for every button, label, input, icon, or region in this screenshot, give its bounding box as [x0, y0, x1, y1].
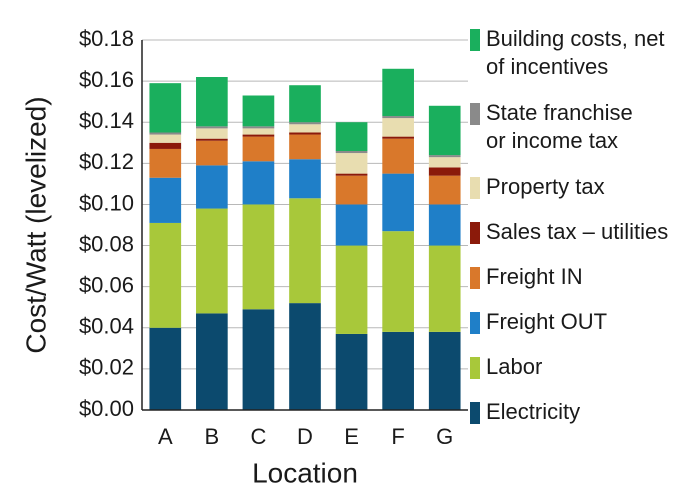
bar-segment: [428, 245, 461, 332]
bar-segment: [242, 309, 275, 410]
bar-segment: [196, 165, 228, 209]
x-tick-label: D: [297, 424, 313, 449]
legend-swatch: [470, 222, 480, 244]
bar-segment: [149, 327, 182, 410]
y-tick-label: $0.12: [79, 149, 134, 174]
x-axis-title: Location: [252, 457, 358, 488]
bar-segment: [149, 148, 182, 178]
x-tick-label: C: [250, 424, 266, 449]
bar-segment: [428, 175, 461, 205]
bar-segment: [335, 122, 368, 151]
legend-label: Freight IN: [486, 264, 583, 289]
bar-segment: [196, 126, 228, 129]
x-tick-label: G: [436, 424, 453, 449]
bar-segment: [335, 333, 368, 410]
bar-segment: [242, 161, 275, 205]
bar-segment: [335, 175, 368, 205]
bar-segment: [335, 204, 368, 246]
legend-swatch: [470, 312, 480, 334]
bar-segment: [382, 136, 414, 139]
y-tick-label: $0.02: [79, 355, 134, 380]
bar-segment: [335, 173, 368, 176]
bar-segment: [382, 331, 414, 410]
legend-label: Sales tax – utilities: [486, 219, 668, 244]
bar-segment: [242, 95, 275, 127]
bar-segment: [428, 331, 461, 410]
bar-segment: [335, 153, 368, 174]
y-tick-label: $0.18: [79, 26, 134, 51]
bar-segment: [242, 134, 275, 137]
bar-segment: [289, 303, 321, 410]
bar-segment: [335, 245, 368, 334]
bar-segment: [149, 132, 182, 135]
y-tick-label: $0.00: [79, 396, 134, 421]
bar-segment: [382, 68, 414, 117]
legend-swatch: [470, 103, 480, 125]
y-tick-label: $0.16: [79, 67, 134, 92]
legend-label: State franchise or income tax: [486, 100, 633, 153]
bar-segment: [428, 167, 461, 176]
bar-segment: [149, 222, 182, 328]
bar-segment: [382, 231, 414, 332]
bar-segment: [196, 208, 228, 314]
bar-segment: [428, 204, 461, 246]
bar-segment: [428, 157, 461, 168]
legend: Building costs, net of incentives State fr…: [470, 26, 668, 424]
y-tick-label: $0.08: [79, 231, 134, 256]
bar-segment: [382, 138, 414, 174]
y-tick-labels: $0.00 $0.02 $0.04 $0.06 $0.08 $0.10 $0.12 $0.14…: [79, 26, 134, 421]
legend-swatch: [470, 267, 480, 289]
bar-segment: [149, 142, 182, 149]
bar-segment: [149, 83, 182, 133]
y-tick-label: $0.14: [79, 108, 134, 133]
bar-segment: [382, 118, 414, 137]
legend-swatch: [470, 29, 480, 51]
bar-segment: [289, 198, 321, 304]
bar-segment: [289, 134, 321, 160]
bar-segment: [382, 116, 414, 119]
legend-label: Electricity: [486, 399, 580, 424]
bar-segment: [242, 126, 275, 129]
bar-segment: [242, 136, 275, 162]
bar-segment: [289, 132, 321, 135]
y-axis-title: Cost/Watt (levelized): [20, 96, 51, 353]
bar-segment: [242, 128, 275, 135]
bar-segment: [289, 85, 321, 123]
bar-segment: [196, 313, 228, 410]
bar-segment: [149, 177, 182, 223]
bar-segment: [382, 173, 414, 232]
x-tick-label: E: [344, 424, 359, 449]
y-tick-label: $0.06: [79, 272, 134, 297]
bar-segment: [149, 134, 182, 143]
bar-segment: [428, 155, 461, 158]
bar-segment: [335, 151, 368, 154]
legend-label: Building costs, net of incentives: [486, 26, 665, 79]
bar-segment: [242, 204, 275, 310]
bar-segment: [289, 122, 321, 125]
legend-label: Freight OUT: [486, 309, 607, 334]
legend-swatch: [470, 177, 480, 199]
bars: [149, 68, 461, 410]
x-tick-labels: A B C D E F G: [158, 424, 453, 449]
x-tick-label: A: [158, 424, 173, 449]
bar-segment: [196, 138, 228, 141]
axes: [141, 40, 468, 411]
bar-segment: [196, 140, 228, 166]
bar-segment: [196, 128, 228, 139]
legend-swatch: [470, 402, 480, 424]
bar-segment: [428, 105, 461, 156]
legend-label: Property tax: [486, 174, 605, 199]
x-tick-label: B: [205, 424, 220, 449]
y-tick-label: $0.04: [79, 314, 134, 339]
bar-segment: [289, 159, 321, 199]
legend-swatch: [470, 357, 480, 379]
bar-segment: [289, 124, 321, 133]
x-tick-label: F: [391, 424, 404, 449]
legend-label: Labor: [486, 354, 542, 379]
y-tick-label: $0.10: [79, 190, 134, 215]
bar-segment: [196, 77, 228, 127]
